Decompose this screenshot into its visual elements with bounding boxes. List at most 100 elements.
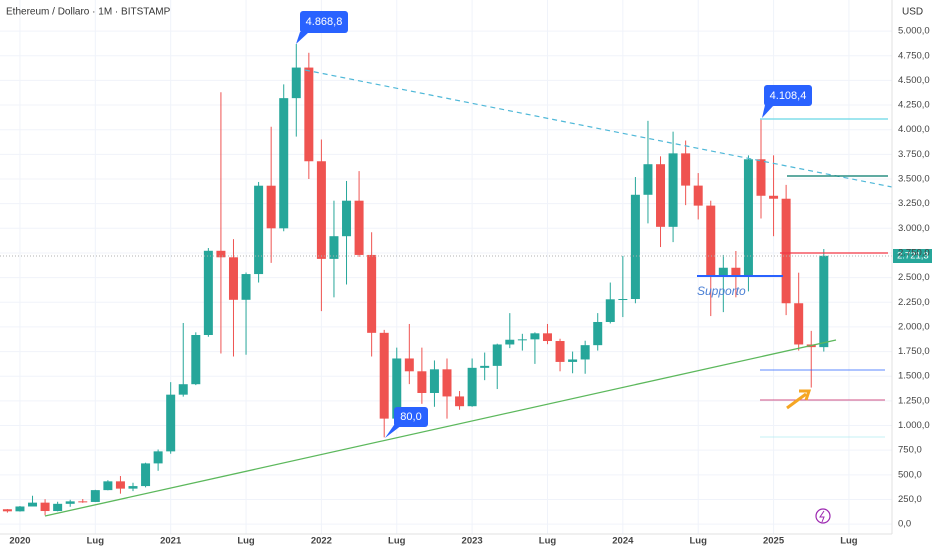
y-tick-label: 2.500,0: [898, 272, 930, 283]
y-tick-label: 500,0: [898, 469, 922, 480]
support-trendline: [44, 339, 837, 517]
x-tick-label: 2023: [462, 536, 483, 547]
candle-body: [492, 344, 502, 366]
candle-body: [279, 98, 289, 229]
y-tick-label: 2.750,0: [898, 247, 930, 258]
y-tick-label: 2.250,0: [898, 297, 930, 308]
candle-body: [53, 503, 63, 512]
y-tick-label: 4.750,0: [898, 50, 930, 61]
candle-body: [656, 164, 666, 227]
candle-body: [542, 333, 552, 342]
candle-body: [706, 205, 716, 277]
candle-body: [241, 274, 251, 300]
y-tick-label: 4.250,0: [898, 100, 930, 111]
candle-body: [304, 67, 314, 162]
candle-body: [630, 194, 640, 300]
candle-body: [228, 257, 238, 300]
candle-body: [480, 365, 490, 368]
candle-body: [354, 200, 364, 255]
callout: [764, 85, 812, 106]
candle-body: [291, 67, 301, 99]
candle-body: [153, 451, 163, 464]
x-tick-label: Lug: [840, 536, 858, 547]
candle-body: [2, 509, 12, 512]
candle-body: [605, 299, 615, 322]
resistance-trendline: [304, 69, 893, 188]
event-icon[interactable]: [815, 508, 831, 524]
x-tick-label: Lug: [539, 536, 557, 547]
y-tick-label: 750,0: [898, 445, 922, 456]
candle-body: [769, 195, 779, 199]
y-tick-label: 3.250,0: [898, 198, 930, 209]
candle-body: [568, 359, 578, 362]
candle-body: [78, 501, 88, 503]
candle-body: [65, 501, 75, 504]
y-tick-label: 2.000,0: [898, 321, 930, 332]
candle-body: [90, 490, 100, 502]
candle-body: [254, 185, 264, 275]
y-tick-label: 1.000,0: [898, 420, 930, 431]
axis-title: USD: [902, 7, 923, 18]
candle-body: [781, 198, 791, 304]
event-icon: [819, 510, 825, 523]
candle-body: [392, 358, 402, 419]
callout: [394, 407, 428, 427]
callout: [300, 11, 348, 33]
callout-pointer: [385, 425, 402, 438]
candle-body: [15, 506, 25, 512]
y-tick-label: 3.500,0: [898, 174, 930, 185]
candle-body: [693, 185, 703, 206]
candle-body: [178, 384, 188, 395]
candle-body: [668, 153, 678, 227]
candle-body: [731, 267, 741, 276]
arrow: [786, 389, 812, 410]
y-tick-label: 1.250,0: [898, 395, 930, 406]
candle-body: [191, 335, 201, 385]
y-tick-label: 0,0: [898, 519, 911, 530]
candle-body: [467, 367, 477, 407]
candle-body: [28, 502, 38, 507]
candle-body: [417, 371, 427, 393]
candle-body: [442, 369, 452, 397]
callout-text: 4.868,8: [306, 16, 343, 28]
candle-body: [794, 303, 804, 345]
candle-body: [643, 164, 653, 195]
candle-body: [115, 481, 125, 489]
callout-text: 80,0: [400, 411, 421, 423]
y-tick-label: 4.500,0: [898, 75, 930, 86]
candle-body: [517, 339, 527, 341]
candle-body: [342, 200, 352, 237]
candle-body: [216, 250, 226, 258]
y-tick-label: 1.500,0: [898, 371, 930, 382]
support-label: Supporto: [697, 284, 746, 298]
candle-body: [316, 161, 326, 259]
candle-body: [743, 159, 753, 276]
x-tick-label: 2020: [9, 536, 30, 547]
callout-pointer: [296, 32, 309, 44]
candle-body: [379, 332, 389, 419]
candle-body: [505, 339, 515, 345]
candle-body: [103, 481, 113, 491]
candle-body: [329, 236, 339, 259]
y-tick-label: 250,0: [898, 494, 922, 505]
x-tick-label: 2022: [311, 536, 332, 547]
candle-body: [367, 254, 377, 333]
candle-body: [429, 369, 439, 393]
candle-body: [756, 159, 766, 196]
candle-body: [40, 502, 50, 512]
price-tag: [893, 249, 932, 263]
candle-body: [681, 153, 691, 186]
x-tick-label: 2024: [612, 536, 634, 547]
y-tick-label: 1.750,0: [898, 346, 930, 357]
candle-body: [718, 267, 728, 277]
callout-pointer: [762, 105, 774, 118]
x-tick-label: 2025: [763, 536, 785, 547]
candle-body: [266, 185, 276, 229]
x-tick-label: Lug: [237, 536, 255, 547]
candle-body: [530, 333, 540, 340]
x-tick-label: Lug: [87, 536, 105, 547]
chart-title: Ethereum / Dollaro · 1M · BITSTAMP: [6, 7, 171, 18]
candle-body: [618, 299, 628, 301]
candle-body: [555, 341, 565, 362]
